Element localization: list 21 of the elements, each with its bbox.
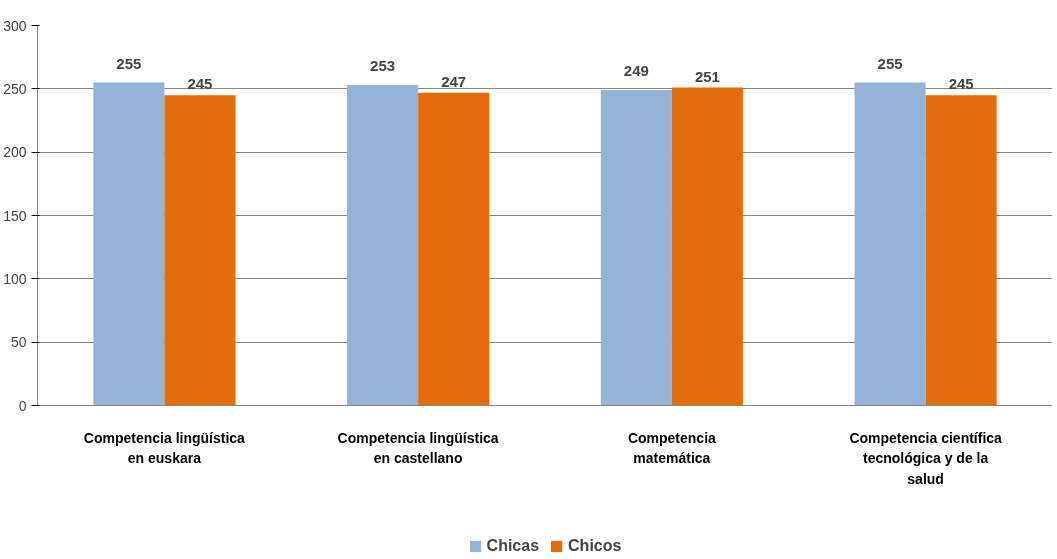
data-label: 245 — [187, 75, 213, 93]
data-label: 253 — [370, 57, 396, 75]
y-tick-label: 100 — [3, 270, 27, 287]
x-tick-label: Competencia matemática — [627, 429, 717, 467]
data-label: 255 — [116, 54, 142, 72]
legend-label: Chicos — [568, 537, 622, 555]
y-tick-label: 50 — [10, 334, 27, 351]
data-label: 247 — [441, 72, 467, 90]
data-label: 245 — [948, 75, 974, 93]
legend-label: Chicas — [486, 537, 540, 555]
x-tick-label: Competencia lingüística en castellano — [337, 429, 499, 467]
x-tick-label: Competencia lingüística en euskara — [83, 429, 246, 467]
x-tick-label: Competencia científica tecnológica y de la salud — [849, 429, 1003, 488]
y-tick-label: 0 — [18, 397, 27, 414]
y-tick-label: 250 — [3, 80, 27, 97]
y-tick-label: 200 — [3, 144, 27, 161]
data-label: 251 — [694, 67, 720, 85]
data-label: 249 — [623, 62, 649, 80]
y-tick-label: 300 — [3, 17, 27, 34]
y-tick-label: 150 — [3, 207, 27, 224]
data-label: 255 — [877, 54, 903, 72]
